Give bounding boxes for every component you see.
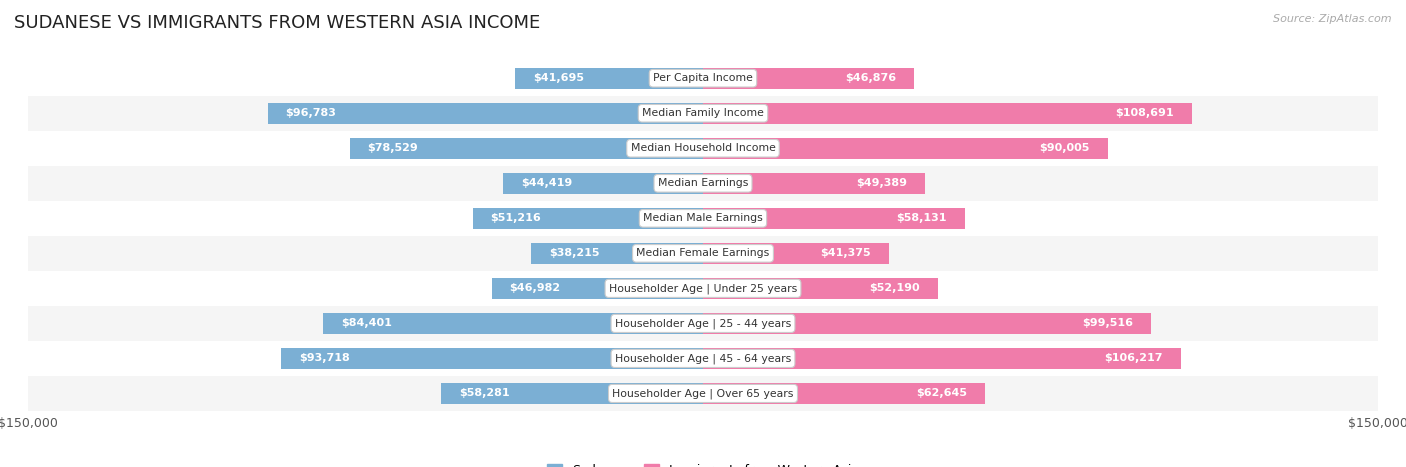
Bar [28,271,1378,306]
Bar [703,138,1108,159]
Text: $106,217: $106,217 [1104,354,1163,363]
Bar [28,166,1378,201]
Text: Median Household Income: Median Household Income [630,143,776,153]
Bar [703,348,1181,369]
Bar [28,201,1378,236]
Bar [703,278,938,299]
Bar [350,138,703,159]
Text: $49,389: $49,389 [856,178,907,188]
Text: Median Female Earnings: Median Female Earnings [637,248,769,258]
Bar [703,173,925,194]
Bar [441,383,703,404]
Text: $58,131: $58,131 [896,213,946,223]
Bar [703,208,965,229]
Text: Median Earnings: Median Earnings [658,178,748,188]
Bar [503,173,703,194]
Text: $38,215: $38,215 [550,248,599,258]
Bar [28,131,1378,166]
Bar [281,348,703,369]
Text: $51,216: $51,216 [491,213,541,223]
Text: Per Capita Income: Per Capita Income [652,73,754,83]
Bar [531,243,703,264]
Text: $62,645: $62,645 [915,389,967,398]
Text: $44,419: $44,419 [522,178,572,188]
Text: SUDANESE VS IMMIGRANTS FROM WESTERN ASIA INCOME: SUDANESE VS IMMIGRANTS FROM WESTERN ASIA… [14,14,540,32]
Legend: Sudanese, Immigrants from Western Asia: Sudanese, Immigrants from Western Asia [543,459,863,467]
Text: Householder Age | 45 - 64 years: Householder Age | 45 - 64 years [614,353,792,364]
Text: $52,190: $52,190 [869,283,920,293]
Text: $96,783: $96,783 [285,108,336,118]
Text: Householder Age | 25 - 44 years: Householder Age | 25 - 44 years [614,318,792,329]
Bar [28,376,1378,411]
Text: $99,516: $99,516 [1081,318,1133,328]
Bar [28,96,1378,131]
Text: Householder Age | Under 25 years: Householder Age | Under 25 years [609,283,797,294]
Text: Median Family Income: Median Family Income [643,108,763,118]
Bar [28,61,1378,96]
Bar [516,68,703,89]
Text: $93,718: $93,718 [299,354,350,363]
Bar [323,313,703,334]
Bar [703,383,984,404]
Bar [703,103,1192,124]
Text: $58,281: $58,281 [458,389,509,398]
Text: $41,695: $41,695 [533,73,585,83]
Bar [703,243,889,264]
Text: $108,691: $108,691 [1115,108,1174,118]
Text: $46,982: $46,982 [509,283,561,293]
Text: Median Male Earnings: Median Male Earnings [643,213,763,223]
Text: $46,876: $46,876 [845,73,896,83]
Bar [28,306,1378,341]
Bar [703,68,914,89]
Bar [492,278,703,299]
Bar [703,313,1150,334]
Bar [472,208,703,229]
Bar [267,103,703,124]
Bar [28,236,1378,271]
Text: Householder Age | Over 65 years: Householder Age | Over 65 years [612,388,794,399]
Bar [28,341,1378,376]
Text: $78,529: $78,529 [368,143,419,153]
Text: Source: ZipAtlas.com: Source: ZipAtlas.com [1274,14,1392,24]
Text: $90,005: $90,005 [1039,143,1090,153]
Text: $84,401: $84,401 [342,318,392,328]
Text: $41,375: $41,375 [821,248,872,258]
